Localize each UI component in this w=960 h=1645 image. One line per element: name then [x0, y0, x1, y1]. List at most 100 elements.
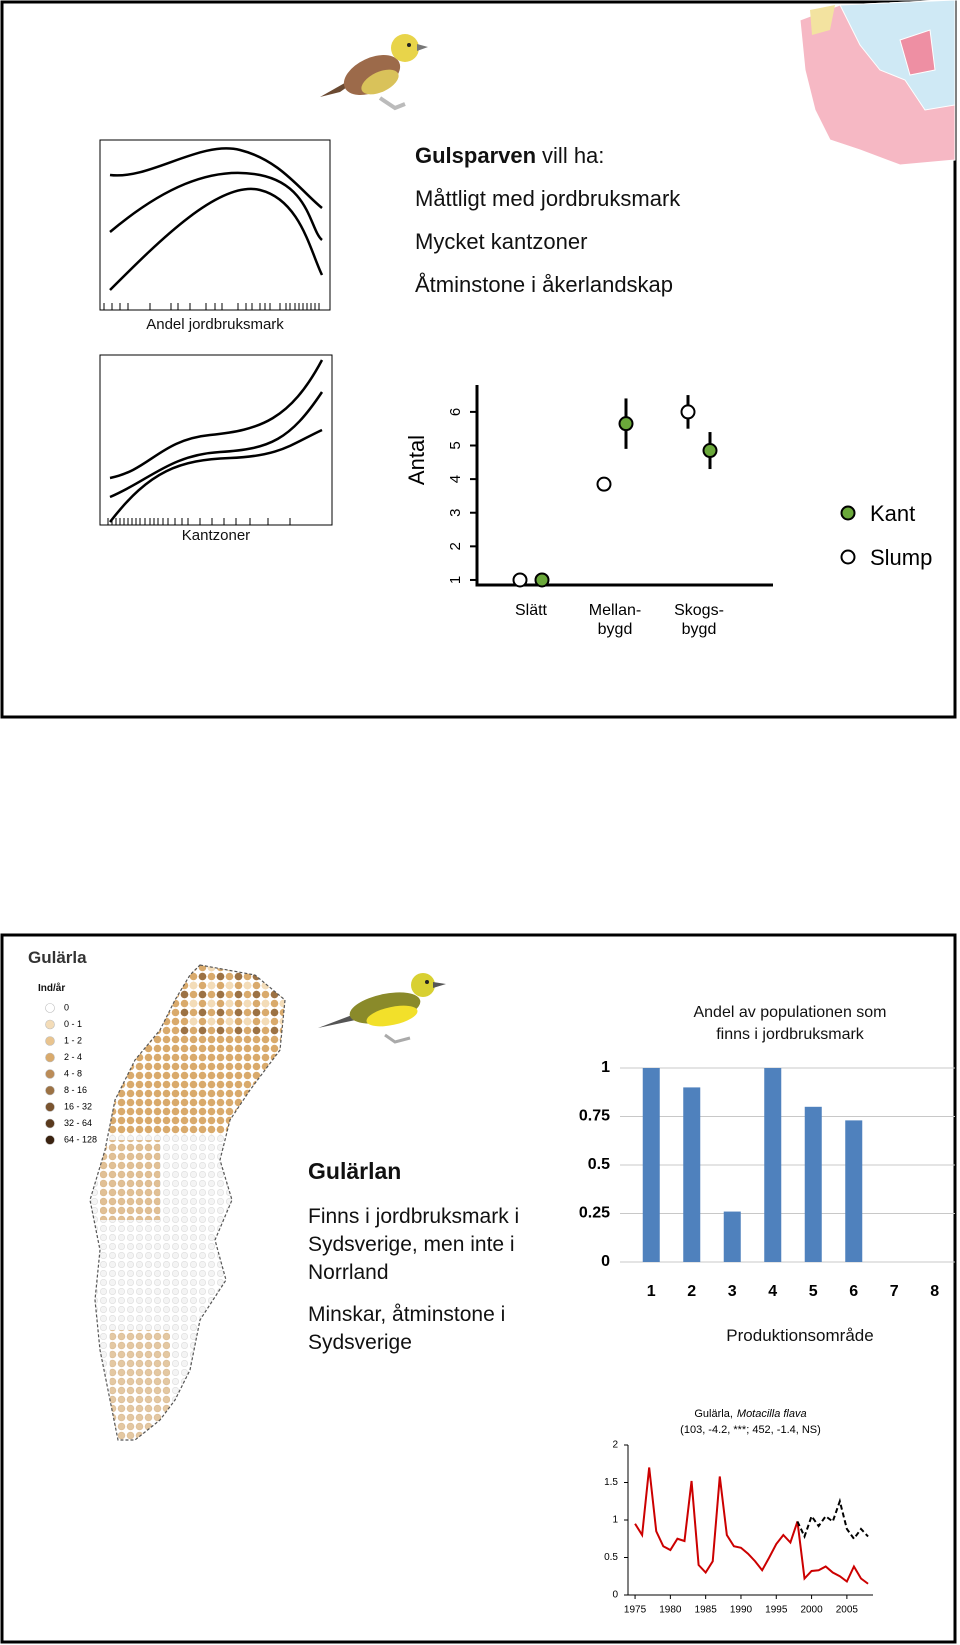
dot	[512, 572, 528, 588]
bar	[683, 1087, 701, 1262]
heading: Gulärlan	[308, 1158, 402, 1184]
x-tick-label: 6	[849, 1283, 858, 1300]
map-legend-label: 0	[64, 1002, 69, 1012]
x-tick-label: Skogs- bygd	[674, 602, 724, 638]
panel-frame	[0, 0, 957, 719]
map-legend-swatch	[45, 1069, 55, 1079]
legend-label: Kant	[870, 501, 915, 526]
line-series	[796, 1497, 869, 1541]
map-legend-label: 64 - 128	[64, 1134, 97, 1144]
curve-plot	[99, 354, 333, 526]
axis-line	[627, 1445, 873, 1596]
y-tick-label: 6	[447, 408, 464, 416]
legend-marker	[840, 549, 856, 565]
y-tick-label: 0.25	[579, 1205, 610, 1222]
curve-plot	[99, 139, 331, 311]
line-series	[634, 1467, 869, 1585]
map-legend-swatch	[45, 1135, 55, 1145]
y-tick-label: 3	[447, 509, 464, 517]
y-tick-label: 1.5	[604, 1477, 618, 1488]
y-tick-label: 1	[447, 576, 464, 584]
y-tick-label: 0	[612, 1590, 618, 1601]
dot	[680, 404, 696, 420]
map-legend-label: 2 - 4	[64, 1052, 82, 1062]
curve-label: Andel jordbruksmark	[146, 316, 284, 333]
point: Måttligt med jordbruksmark	[415, 186, 681, 211]
x-tick-label: 1990	[730, 1605, 753, 1616]
y-tick-label: 2	[447, 542, 464, 550]
map-legend-label: 1 - 2	[64, 1035, 82, 1045]
map-legend-label: 32 - 64	[64, 1118, 92, 1128]
heading-rest: vill ha:	[542, 143, 605, 168]
y-tick-label: 5	[447, 441, 464, 449]
y-tick-label: 1	[601, 1059, 610, 1076]
map-title: Gulärla	[28, 948, 87, 967]
x-tick-label: Slätt	[514, 602, 547, 619]
x-tick-label: 2005	[836, 1605, 859, 1616]
region-map	[799, 0, 956, 166]
bar	[642, 1068, 660, 1262]
map-legend-swatch	[45, 1036, 55, 1046]
axis-line	[475, 385, 773, 587]
x-tick-label: 8	[930, 1283, 939, 1300]
point: Finns i jordbruksmark i Sydsverige, men …	[308, 1205, 520, 1284]
chart-title-part: Gulärla,	[694, 1408, 733, 1420]
map-legend-label: 16 - 32	[64, 1101, 92, 1111]
bar	[845, 1120, 863, 1262]
map-legend-label: 8 - 16	[64, 1085, 87, 1095]
point: Minskar, åtminstone i Sydsverige	[308, 1303, 506, 1354]
y-tick-label: 0.5	[588, 1156, 610, 1173]
x-tick-label: 2000	[800, 1605, 823, 1616]
bar	[764, 1068, 782, 1262]
map-legend-swatch	[45, 1003, 55, 1013]
bar	[723, 1211, 741, 1262]
heading: Gulsparven vill ha:	[415, 143, 604, 169]
x-tick-label: 1980	[659, 1605, 682, 1616]
bar	[804, 1106, 822, 1262]
x-tick-label: 1	[647, 1283, 656, 1300]
chart-title: Andel av populationen som finns i jordbr…	[693, 1004, 887, 1043]
dot	[702, 443, 718, 459]
x-tick-label: 1975	[624, 1605, 647, 1616]
map-legend-swatch	[45, 1102, 55, 1112]
y-tick-label: 0.75	[579, 1108, 610, 1125]
map-legend-swatch	[45, 1052, 55, 1063]
legend-label: Slump	[870, 545, 932, 570]
x-tick-label: 3	[728, 1283, 737, 1300]
x-tick-label: 1985	[695, 1605, 718, 1616]
y-tick-label: 4	[447, 475, 464, 483]
x-tick-label: 7	[890, 1283, 899, 1300]
bird-illustration	[318, 973, 446, 1044]
x-tick-label: 1995	[765, 1605, 788, 1616]
bird-illustration	[320, 34, 428, 111]
distribution-map	[89, 964, 286, 1441]
chart-subtitle: (103, -4.2, ***; 452, -1.4, NS)	[680, 1424, 821, 1436]
chart-title: Gulärla, Motacilla flava	[694, 1408, 806, 1420]
map-legend-title: Ind/år	[38, 983, 66, 994]
panel-frame	[0, 933, 957, 1644]
curve-label: Kantzoner	[181, 527, 251, 544]
chart-title-part: Motacilla flava	[737, 1408, 807, 1420]
map-legend-label: 0 - 1	[64, 1019, 82, 1029]
dot	[618, 416, 634, 432]
map-legend-swatch	[45, 1085, 55, 1096]
x-axis-label: Produktionsområde	[726, 1326, 874, 1345]
y-tick-label: 0.5	[604, 1552, 618, 1563]
map-legend-label: 4 - 8	[64, 1068, 82, 1078]
dot	[534, 572, 550, 588]
map-legend-swatch	[45, 1019, 55, 1030]
y-tick-label: 2	[612, 1440, 618, 1451]
point: Åtminstone i åkerlandskap	[415, 272, 674, 297]
y-axis-label: Antal	[404, 435, 429, 485]
y-tick-label: 1	[612, 1515, 618, 1526]
x-tick-label: 4	[768, 1283, 777, 1300]
dot	[596, 476, 612, 492]
point: Mycket kantzoner	[415, 229, 588, 254]
heading-bold: Gulsparven	[415, 143, 537, 168]
x-tick-label: 2	[687, 1283, 696, 1300]
x-tick-label: 5	[809, 1283, 818, 1300]
map-legend-swatch	[45, 1118, 55, 1129]
y-tick-label: 0	[601, 1253, 610, 1270]
